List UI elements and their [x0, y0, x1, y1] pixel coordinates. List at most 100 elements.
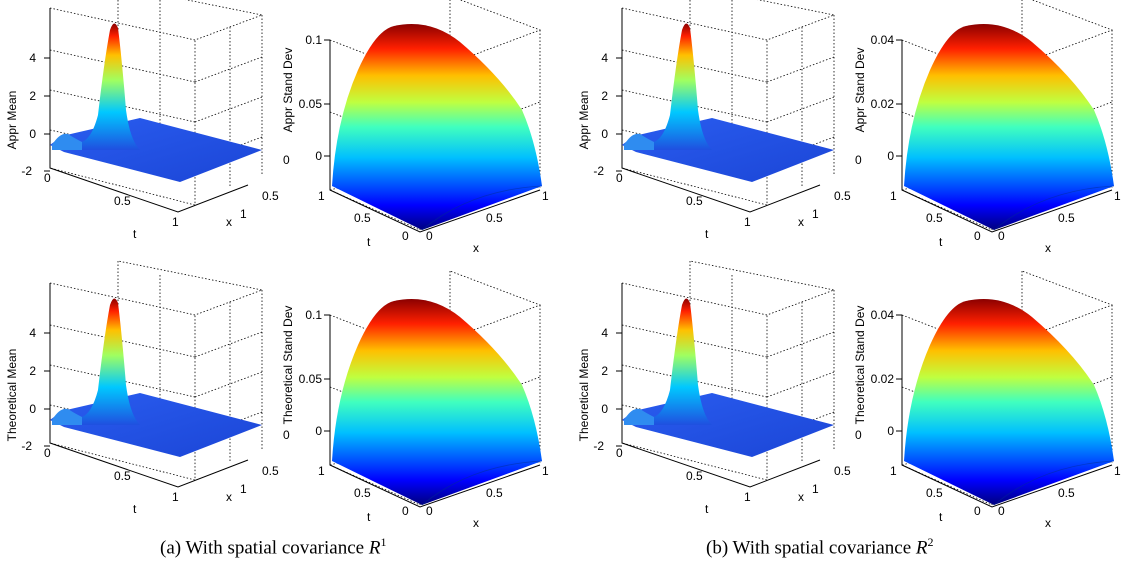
axes-solid — [901, 315, 1113, 508]
z-tick-label: -2 — [21, 439, 32, 453]
t-tick-label: 1 — [890, 189, 897, 203]
t-tick-label: 0.5 — [114, 469, 131, 483]
t-tick-label: 0 — [402, 504, 409, 518]
t-tick-label: 0 — [44, 446, 51, 460]
z-tick-label: -2 — [21, 164, 32, 178]
axes-solid — [901, 40, 1113, 233]
panel-a-appr-sd: 0.1 0.05 0 Appr Stand Dev 1 0.5 0 t 0 0.5 1 x — [281, 0, 549, 255]
x-tick-label: 0 — [426, 504, 433, 518]
x-axis-label: x — [798, 490, 804, 504]
t-axis-label: t — [939, 235, 943, 249]
x-tick-label: 1 — [1114, 464, 1121, 478]
box-top-edges — [49, 260, 264, 316]
grid-line — [194, 371, 263, 398]
z-tick-label: 4 — [601, 51, 608, 65]
t-tick-label: 0 — [616, 171, 623, 185]
z-tick-label: 4 — [601, 326, 608, 340]
t-axis-label: t — [133, 502, 137, 516]
x-axis-label: x — [226, 215, 232, 229]
t-tick-label: 0.5 — [926, 486, 943, 500]
z-tick-label: 0 — [315, 424, 322, 438]
z-axis-label: Appr Stand Dev — [853, 48, 867, 133]
surface-bump — [52, 133, 82, 150]
box-top-edges — [621, 0, 836, 41]
x-tick-label: 0 — [998, 504, 1005, 518]
surface-dome — [332, 299, 542, 505]
grid-line — [194, 331, 263, 358]
axes-solid — [49, 283, 249, 488]
surface-bump — [52, 408, 82, 425]
box-back-edges — [49, 8, 196, 206]
panel-b-theo-mean: 4 2 0 -2 0 0.5 1 t 1 0.5 0 x Theoretical Mean — [577, 260, 862, 516]
z-tick-label: -2 — [593, 439, 604, 453]
t-tick-label: 0 — [616, 446, 623, 460]
z-tick-label: 2 — [29, 89, 36, 103]
z-axis-label: Theoretical Mean — [5, 349, 19, 442]
grid-line — [621, 49, 768, 83]
panel-b-appr-mean: 4 2 0 -2 0 0.5 1 t 1 0.5 0 x Appr Mean — [577, 0, 862, 241]
t-tick-label: 0 — [44, 171, 51, 185]
z-tick-label: 0 — [601, 127, 608, 141]
t-axis-label: t — [705, 227, 709, 241]
z-tick-label: 0.02 — [871, 97, 895, 111]
z-tick-label: 0 — [887, 424, 894, 438]
z-tick-label: 0.04 — [871, 308, 895, 322]
x-tick-label: 0.5 — [1058, 211, 1075, 225]
x-tick-label: 0.5 — [262, 189, 279, 203]
surface-ridge — [421, 460, 543, 506]
panel-a-appr-mean: 4 2 0 -2 0 0.5 1 t 1 0.5 0 x Appr Mean — [5, 0, 290, 241]
x-tick-label: 1 — [240, 207, 247, 221]
x-tick-label: 1 — [812, 207, 819, 221]
surface-peak — [82, 298, 140, 425]
t-axis-label: t — [367, 510, 371, 524]
grid-line — [766, 56, 835, 83]
grid-line — [49, 324, 196, 358]
grid-line — [766, 331, 835, 358]
t-axis-label: t — [367, 235, 371, 249]
surface-dome — [332, 24, 542, 230]
axes-solid — [49, 8, 249, 213]
surface-peak — [654, 298, 712, 425]
caption-b: (b) With spatial covariance R2 — [706, 535, 934, 559]
z-tick-label: 4 — [29, 51, 36, 65]
surface-dome — [904, 299, 1114, 505]
panel-a-theo-mean: 4 2 0 -2 0 0.5 1 t 1 0.5 0 x Theoretical Mean — [5, 260, 290, 516]
box-back-edges — [49, 283, 196, 481]
z-tick-label: 2 — [29, 364, 36, 378]
x-axis-label: x — [473, 241, 479, 255]
axes-solid — [621, 8, 821, 213]
z-tick-label: 0 — [29, 402, 36, 416]
surface-peak — [654, 23, 712, 150]
x-tick-label: 1 — [240, 482, 247, 496]
t-tick-label: 0.5 — [926, 211, 943, 225]
grid-line — [194, 96, 263, 123]
caption-a-prefix: (a) With spatial covariance — [160, 537, 369, 559]
z-tick-label: 0 — [29, 127, 36, 141]
t-tick-label: 1 — [890, 464, 897, 478]
panel-b-theo-sd: 0.04 0.02 0 Theoretical Stand Dev 1 0.5 0 t 0 0.5… — [853, 270, 1121, 530]
t-tick-label: 1 — [318, 464, 325, 478]
x-tick-label: 0.5 — [486, 486, 503, 500]
surface-ridge — [993, 460, 1115, 506]
x-tick-label: 0.5 — [834, 464, 851, 478]
caption-b-symbol: R — [915, 537, 928, 559]
panel-b-appr-sd: 0.04 0.02 0 Appr Stand Dev 1 0.5 0 t 0 0.5 1 x — [853, 0, 1121, 255]
z-axis-label: Theoretical Stand Dev — [281, 306, 295, 425]
x-axis-label: x — [1045, 516, 1051, 530]
x-tick-label: 0 — [283, 428, 290, 442]
z-axis-label: Appr Stand Dev — [281, 48, 295, 133]
caption-b-prefix: (b) With spatial covariance — [706, 537, 916, 559]
grid-line — [49, 49, 196, 83]
x-tick-label: 0.5 — [1058, 486, 1075, 500]
x-tick-label: 1 — [542, 189, 549, 203]
box-top-edges — [621, 260, 836, 316]
x-tick-label: 0 — [855, 153, 862, 167]
x-tick-label: 1 — [542, 464, 549, 478]
x-tick-label: 0 — [855, 428, 862, 442]
grid-line — [621, 324, 768, 358]
z-axis-label: Theoretical Mean — [577, 349, 591, 442]
t-tick-label: 0.5 — [686, 194, 703, 208]
t-tick-label: 0.5 — [354, 211, 371, 225]
t-tick-label: 0 — [402, 229, 409, 243]
x-tick-label: 0 — [426, 229, 433, 243]
